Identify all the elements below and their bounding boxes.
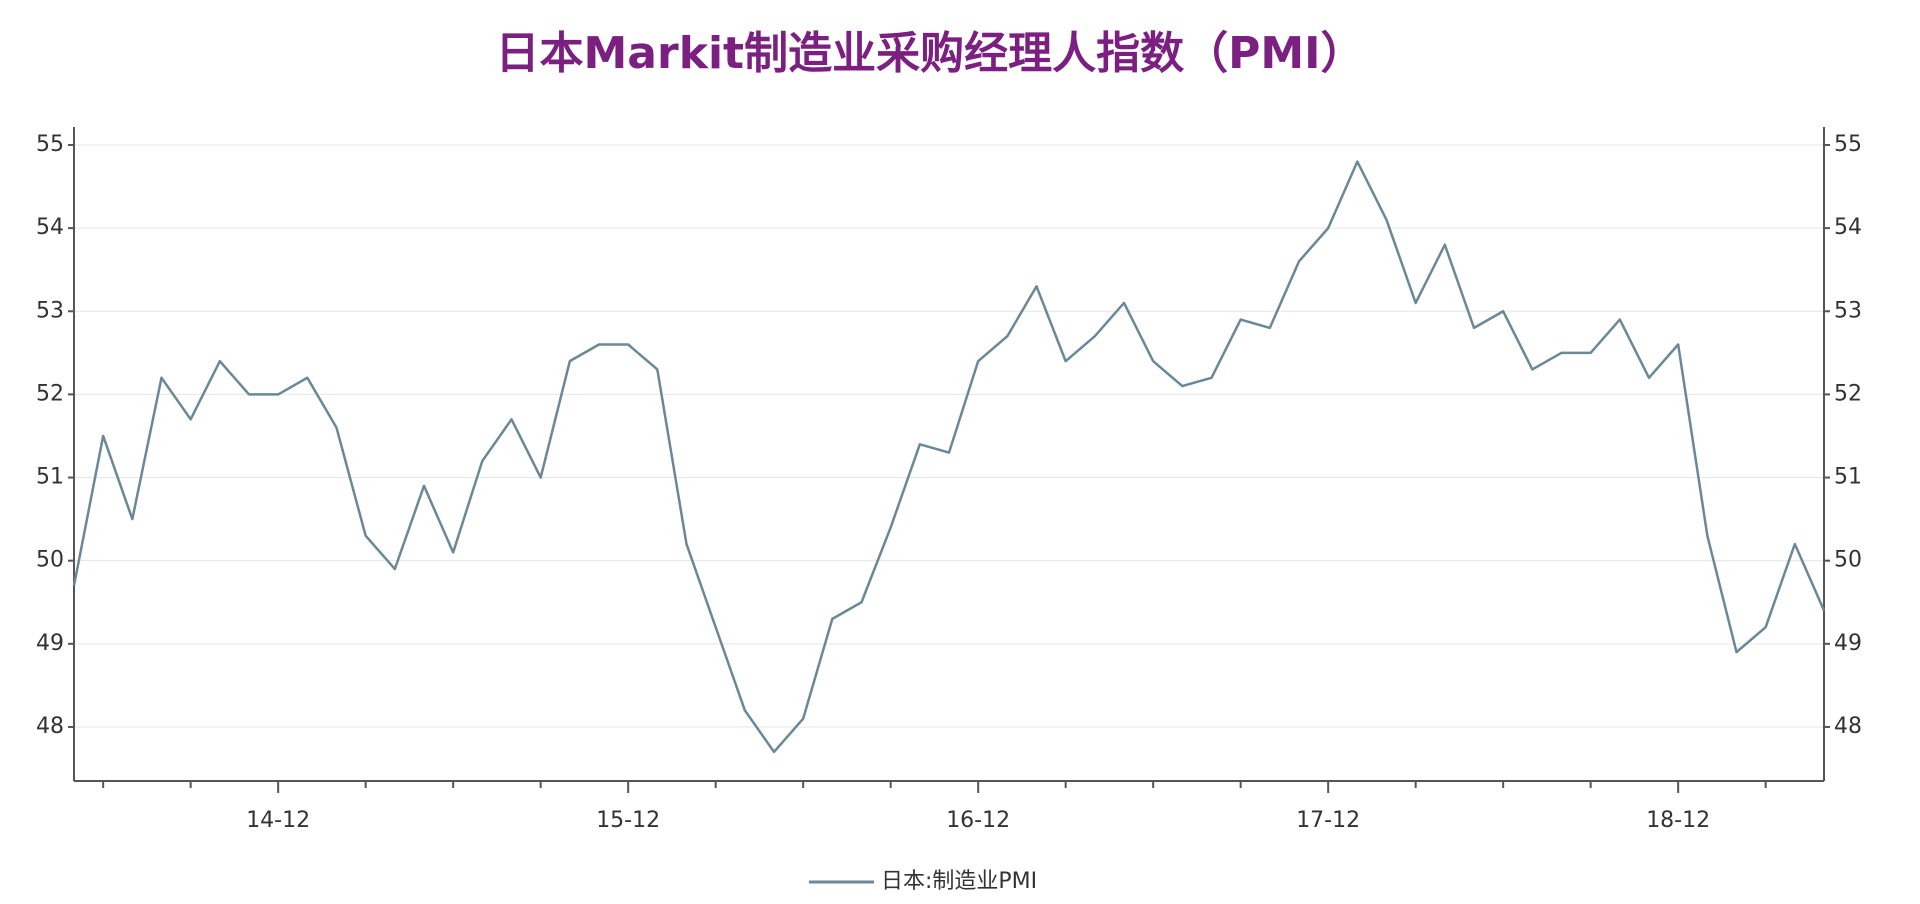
y-tick-label: 53 xyxy=(36,298,64,323)
x-tick-label: 17-12 xyxy=(1296,808,1360,833)
y2-tick-label: 52 xyxy=(1834,381,1862,406)
x-tick-label: 16-12 xyxy=(946,808,1010,833)
x-tick-label: 18-12 xyxy=(1646,808,1710,833)
y2-tick-label: 48 xyxy=(1834,714,1862,739)
y-tick-label: 55 xyxy=(36,132,64,157)
x-tick-label: 15-12 xyxy=(596,808,660,833)
y2-tick-label: 49 xyxy=(1834,631,1862,656)
y-tick-label: 49 xyxy=(36,631,64,656)
y2-tick-label: 51 xyxy=(1834,465,1862,490)
legend-label: 日本:制造业PMI xyxy=(881,869,1037,894)
y2-tick-label: 55 xyxy=(1834,132,1862,157)
data-line xyxy=(72,160,1826,754)
y-tick-label: 54 xyxy=(36,215,64,240)
y-tick-label: 50 xyxy=(36,548,64,573)
x-tick-label: 14-12 xyxy=(246,808,310,833)
chart-title: 日本Markit制造业采购经理人指数（PMI） xyxy=(496,28,1365,79)
y2-tick-label: 54 xyxy=(1834,215,1862,240)
y2-tick-label: 50 xyxy=(1834,548,1862,573)
y-tick-label: 48 xyxy=(36,714,64,739)
y-tick-label: 51 xyxy=(36,465,64,490)
y2-tick-label: 53 xyxy=(1834,298,1862,323)
y-tick-label: 52 xyxy=(36,381,64,406)
